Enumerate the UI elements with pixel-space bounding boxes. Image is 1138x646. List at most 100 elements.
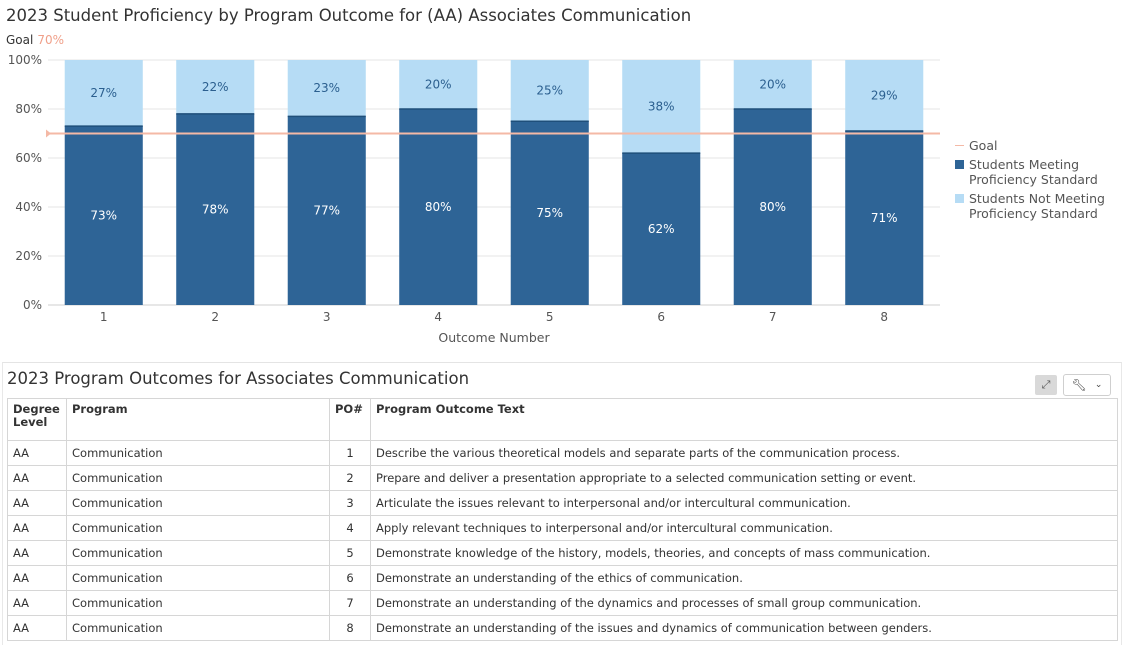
table-row: AA Communication 5 Demonstrate knowledge of… (7, 540, 1118, 566)
cell-degree-level: AA (7, 515, 67, 541)
cell-degree-level: AA (7, 615, 67, 641)
outcomes-panel: 2023 Program Outcomes for Associates Com… (2, 362, 1122, 645)
legend-label-not-meeting: Students Not Meeting Proficiency Standar… (969, 191, 1105, 221)
cell-degree-level: AA (7, 590, 67, 616)
tools-menu-button[interactable]: 🔧︎ ⌄ (1063, 374, 1111, 396)
bar-not-meeting (399, 60, 478, 109)
goal-caption: Goal 70% (6, 33, 64, 47)
chart-title: 2023 Student Proficiency by Program Outc… (6, 6, 692, 25)
bar-meeting (176, 113, 255, 306)
x-tick-label: 2 (211, 310, 219, 324)
x-tick-label: 1 (100, 310, 108, 324)
legend-item-meeting[interactable]: Students Meeting Proficiency Standard (955, 157, 1109, 187)
header-outcome-text[interactable]: Program Outcome Text (370, 398, 1118, 441)
data-label-meeting: 77% (313, 204, 340, 218)
cell-po-number: 2 (329, 465, 371, 491)
outcomes-table: Degree Level Program PO# Program Outcome… (7, 398, 1118, 641)
data-label-meeting: 73% (90, 209, 117, 223)
table-row: AA Communication 8 Demonstrate an understan… (7, 615, 1118, 641)
cell-po-number: 7 (329, 590, 371, 616)
table-header-row: Degree Level Program PO# Program Outcome… (7, 398, 1118, 441)
table-row: AA Communication 2 Prepare and deliver a pr… (7, 465, 1118, 491)
header-program[interactable]: Program (66, 398, 330, 441)
cell-po-number: 6 (329, 565, 371, 591)
x-tick-label: 6 (657, 310, 665, 324)
legend-swatch-meeting (955, 160, 964, 169)
goal-caption-value: 70% (37, 33, 64, 47)
table-row: AA Communication 1 Describe the various the… (7, 440, 1118, 466)
bar-not-meeting (733, 60, 812, 109)
data-label-meeting: 80% (425, 200, 452, 214)
cell-outcome-text: Demonstrate an understanding of the dyna… (370, 590, 1118, 616)
cell-program: Communication (66, 490, 330, 516)
y-tick-label: 20% (15, 249, 42, 263)
cell-degree-level: AA (7, 565, 67, 591)
bar-not-meeting (510, 60, 589, 122)
bar-meeting (510, 121, 589, 305)
data-label-not-meeting: 29% (871, 89, 898, 103)
legend-label-meeting: Students Meeting Proficiency Standard (969, 157, 1098, 187)
data-label-not-meeting: 22% (202, 80, 229, 94)
cell-program: Communication (66, 590, 330, 616)
bar-meeting (64, 126, 143, 306)
cell-outcome-text: Demonstrate an understanding of the issu… (370, 615, 1118, 641)
legend-item-goal[interactable]: Goal (955, 138, 1109, 153)
bar-not-meeting (845, 60, 924, 132)
table-row: AA Communication 3 Articulate the issues re… (7, 490, 1118, 516)
table-row: AA Communication 4 Apply relevant technique… (7, 515, 1118, 541)
chevron-down-icon: ⌄ (1094, 380, 1103, 390)
data-label-meeting: 62% (648, 222, 675, 236)
header-degree-level[interactable]: Degree Level (7, 398, 67, 441)
cell-program: Communication (66, 615, 330, 641)
legend-label-goal: Goal (969, 138, 998, 153)
expand-icon[interactable]: ⤢ (1035, 375, 1057, 395)
x-axis-label: Outcome Number (438, 330, 550, 345)
bar-meeting (399, 109, 478, 305)
cell-po-number: 8 (329, 615, 371, 641)
bar-not-meeting (287, 60, 366, 117)
cell-degree-level: AA (7, 490, 67, 516)
y-tick-label: 80% (15, 102, 42, 116)
bar-meeting (733, 109, 812, 305)
data-label-meeting: 71% (871, 211, 898, 225)
legend-item-not-meeting[interactable]: Students Not Meeting Proficiency Standar… (955, 191, 1109, 221)
cell-po-number: 1 (329, 440, 371, 466)
data-label-not-meeting: 23% (313, 81, 340, 95)
cell-outcome-text: Apply relevant techniques to interperson… (370, 515, 1118, 541)
table-title: 2023 Program Outcomes for Associates Com… (7, 369, 470, 388)
legend-swatch-goal (955, 145, 964, 146)
bar-meeting (287, 116, 366, 305)
cell-po-number: 4 (329, 515, 371, 541)
data-label-not-meeting: 27% (90, 86, 117, 100)
table-body: AA Communication 1 Describe the various the… (7, 440, 1118, 641)
cell-degree-level: AA (7, 540, 67, 566)
cell-degree-level: AA (7, 440, 67, 466)
x-tick-label: 8 (880, 310, 888, 324)
cell-degree-level: AA (7, 465, 67, 491)
cell-program: Communication (66, 440, 330, 466)
chart-legend: Goal Students Meeting Proficiency Standa… (955, 138, 1109, 225)
data-label-meeting: 78% (202, 202, 229, 216)
y-tick-label: 0% (23, 298, 42, 312)
bar-meeting (622, 153, 701, 305)
cell-outcome-text: Demonstrate knowledge of the history, mo… (370, 540, 1118, 566)
cell-program: Communication (66, 515, 330, 541)
data-label-not-meeting: 20% (759, 78, 786, 92)
cell-program: Communication (66, 465, 330, 491)
x-tick-label: 4 (434, 310, 442, 324)
header-po-number[interactable]: PO# (329, 398, 371, 441)
wrench-icon: 🔧︎ (1071, 378, 1087, 392)
cell-outcome-text: Prepare and deliver a presentation appro… (370, 465, 1118, 491)
cell-program: Communication (66, 540, 330, 566)
x-tick-label: 3 (323, 310, 331, 324)
table-row: AA Communication 6 Demonstrate an understan… (7, 565, 1118, 591)
cell-po-number: 3 (329, 490, 371, 516)
bar-not-meeting (64, 60, 143, 127)
y-tick-label: 60% (15, 151, 42, 165)
cell-outcome-text: Articulate the issues relevant to interp… (370, 490, 1118, 516)
data-label-meeting: 75% (536, 206, 563, 220)
x-tick-label: 5 (546, 310, 554, 324)
goal-marker (46, 129, 51, 138)
y-tick-label: 40% (15, 200, 42, 214)
data-label-not-meeting: 38% (648, 100, 675, 114)
